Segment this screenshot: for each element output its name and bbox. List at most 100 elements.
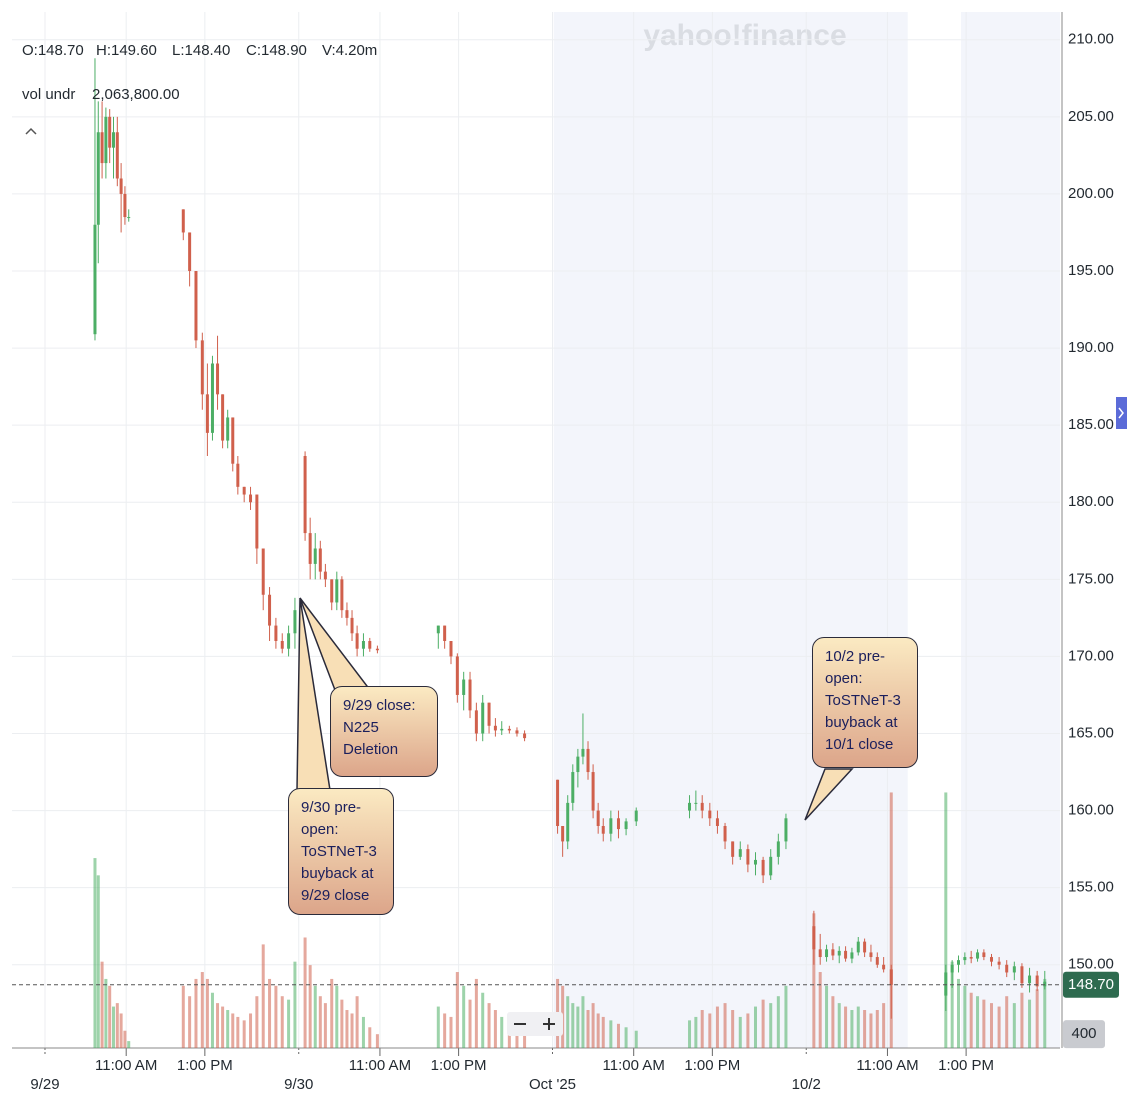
candle-body	[812, 926, 816, 950]
volume-bar	[119, 1013, 123, 1048]
candle-body	[361, 641, 365, 649]
volume-bar	[303, 937, 307, 1048]
candle-body	[210, 363, 214, 433]
candle-body	[963, 957, 967, 961]
candle-body	[350, 617, 354, 634]
y-tick-label: 155.00	[1068, 879, 1114, 896]
volume-bar	[100, 961, 104, 1048]
ohlcv-label: C:148.90	[246, 42, 307, 59]
candle-body	[188, 232, 192, 271]
candle-body	[507, 728, 511, 731]
candle-body	[375, 648, 379, 651]
x-tick-label: 1:00 PM	[684, 1057, 740, 1074]
candle-body	[769, 856, 773, 876]
volume-bar	[976, 996, 980, 1048]
candle-body	[634, 810, 638, 822]
candle-body	[181, 209, 185, 233]
y-tick-label: 190.00	[1068, 339, 1114, 356]
candle-body	[226, 417, 230, 441]
volume-bar	[769, 1003, 773, 1048]
volume-bar	[474, 978, 478, 1048]
candle-body	[1005, 964, 1009, 973]
session-shade	[961, 12, 1060, 1048]
candle-body	[731, 841, 735, 857]
candle-body	[831, 949, 835, 956]
volume-bar	[261, 944, 265, 1048]
candle-body	[200, 340, 204, 395]
candle-body	[784, 818, 788, 842]
background-layer: yahoo!finance	[12, 12, 1060, 1048]
candle-body	[956, 960, 960, 965]
candle-body	[753, 859, 757, 865]
volume-bar	[96, 875, 100, 1048]
volume-bar	[1005, 996, 1009, 1048]
side-tab-icon	[1118, 407, 1124, 419]
candle-body	[869, 952, 873, 958]
volume-bar	[616, 1023, 620, 1048]
candle-body	[616, 818, 620, 830]
candle-body	[976, 952, 980, 959]
candle-body	[481, 702, 485, 734]
candle-body	[115, 132, 119, 179]
y-tick-label: 185.00	[1068, 416, 1114, 433]
volume-bar	[825, 985, 829, 1048]
candle-body	[746, 849, 750, 865]
volume-bar	[236, 1016, 240, 1048]
candle-body	[715, 818, 719, 826]
candle-body	[1035, 975, 1039, 987]
volume-bar	[313, 985, 317, 1048]
volume-bar	[123, 1030, 127, 1048]
volume-bar	[837, 1003, 841, 1048]
volume-bar	[287, 999, 291, 1048]
x-tick-label: 11:00 AM	[95, 1057, 157, 1074]
volume-bar	[1012, 1003, 1016, 1048]
volume-bar	[753, 1006, 757, 1048]
volume-bar	[523, 1030, 527, 1048]
candle-body	[875, 957, 879, 965]
x-tick-label: 10/2	[792, 1076, 821, 1093]
x-tick-label: 11:00 AM	[349, 1057, 411, 1074]
candle-body	[1020, 966, 1024, 984]
volume-bar	[989, 1003, 993, 1048]
volume-bar	[318, 996, 322, 1048]
candle-body	[308, 533, 312, 564]
annotation: 9/29 close: N225 Deletion	[330, 686, 438, 777]
volume-bar	[609, 1020, 613, 1048]
volume-bar	[571, 1003, 575, 1048]
ohlcv-label: O:148.70	[22, 42, 84, 59]
candle-body	[335, 579, 339, 603]
annotation: 10/2 pre-open: ToSTNeT-3 buyback at 10/1…	[812, 637, 918, 768]
candle-body	[323, 571, 327, 580]
candle-body	[586, 748, 590, 773]
collapse-icon[interactable]	[25, 127, 37, 135]
side-tab[interactable]	[1116, 397, 1127, 429]
candle-body	[523, 733, 527, 739]
candle-body	[561, 826, 565, 842]
ohlcv-label: V:4.20m	[322, 42, 377, 59]
candle-body	[1012, 966, 1016, 973]
volume-bar	[812, 913, 816, 1048]
volume-bar	[355, 996, 359, 1048]
candle-body	[856, 941, 860, 953]
candle-body	[318, 548, 322, 572]
volume-bar	[746, 1013, 750, 1048]
candle-body	[688, 802, 692, 811]
volume-bar	[293, 961, 297, 1048]
candle-body	[96, 132, 100, 225]
x-tick-label: 9/29	[30, 1076, 59, 1093]
zoom-in[interactable]	[543, 1018, 555, 1030]
candle-body	[566, 802, 570, 842]
volume-bar	[831, 996, 835, 1048]
volume-bar	[493, 1010, 497, 1048]
volume-bar	[436, 1006, 440, 1048]
y-tick-label: 195.00	[1068, 262, 1114, 279]
candle-body	[609, 818, 613, 834]
volume-bar	[194, 978, 198, 1048]
volume-bar	[455, 972, 459, 1048]
candle-body	[738, 849, 742, 857]
candle-body	[944, 972, 948, 996]
volume-bar	[738, 1016, 742, 1048]
volume-bar	[700, 1010, 704, 1048]
candle-body	[443, 625, 447, 641]
candle-body	[989, 957, 993, 962]
